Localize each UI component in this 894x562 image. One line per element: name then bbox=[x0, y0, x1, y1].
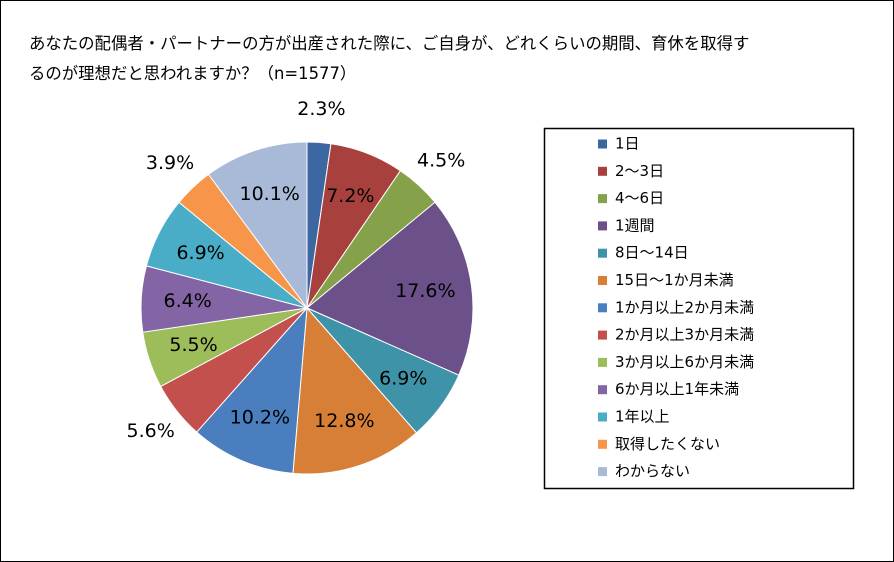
legend-box bbox=[543, 127, 855, 490]
pie-slice bbox=[196, 306, 308, 474]
legend-swatch bbox=[598, 139, 607, 149]
legend-swatch bbox=[598, 467, 607, 477]
legend-swatch bbox=[598, 303, 607, 313]
pie-slice bbox=[306, 201, 474, 376]
data-label: 5.6% bbox=[127, 420, 175, 442]
legend-swatch bbox=[598, 412, 607, 422]
legend-swatch bbox=[598, 248, 607, 258]
legend-swatch bbox=[598, 166, 607, 176]
data-label: 10.1% bbox=[239, 183, 299, 205]
data-label: 12.8% bbox=[314, 410, 374, 432]
data-label: 6.9% bbox=[379, 367, 427, 389]
legend-label: 2〜3日 bbox=[615, 162, 664, 180]
data-label: 4.5% bbox=[417, 149, 465, 171]
data-label: 17.6% bbox=[395, 280, 455, 302]
legend-label: 2か月以上3か月未満 bbox=[615, 326, 754, 344]
legend-swatch bbox=[598, 194, 607, 204]
legend-label: 15日〜1か月未満 bbox=[615, 271, 734, 289]
legend-swatch bbox=[598, 439, 607, 449]
legend-swatch bbox=[598, 276, 607, 285]
legend-swatch bbox=[598, 357, 607, 367]
legend-swatch bbox=[598, 221, 607, 231]
legend-label: 8日〜14日 bbox=[615, 244, 689, 262]
data-label: 3.9% bbox=[146, 152, 194, 174]
legend-swatch bbox=[598, 385, 607, 395]
legend-label: 6か月以上1年未満 bbox=[615, 380, 739, 398]
data-label: 10.2% bbox=[230, 406, 290, 428]
legend-label: わからない bbox=[615, 462, 690, 480]
legend-label: 1年以上 bbox=[615, 408, 670, 426]
legend-label: 4〜6日 bbox=[615, 189, 664, 207]
data-label: 6.9% bbox=[176, 242, 224, 264]
legend-label: 1週間 bbox=[615, 216, 655, 234]
legend-label: 取得したくない bbox=[615, 435, 720, 453]
data-label: 7.2% bbox=[326, 185, 374, 207]
data-label: 5.5% bbox=[169, 334, 217, 356]
legend-label: 1日 bbox=[615, 135, 640, 153]
data-label: 2.3% bbox=[297, 98, 345, 120]
chart-title: あなたの配偶者・パートナーの方が出産された際に、ご自身が、どれくらいの期間、育休… bbox=[29, 34, 750, 83]
legend-swatch bbox=[598, 330, 607, 340]
legend-label: 1か月以上2か月未満 bbox=[615, 298, 754, 316]
pie-slice bbox=[292, 306, 418, 475]
legend-label: 3か月以上6か月未満 bbox=[615, 353, 754, 371]
pie-slice bbox=[207, 141, 308, 310]
data-label: 6.4% bbox=[164, 290, 212, 312]
